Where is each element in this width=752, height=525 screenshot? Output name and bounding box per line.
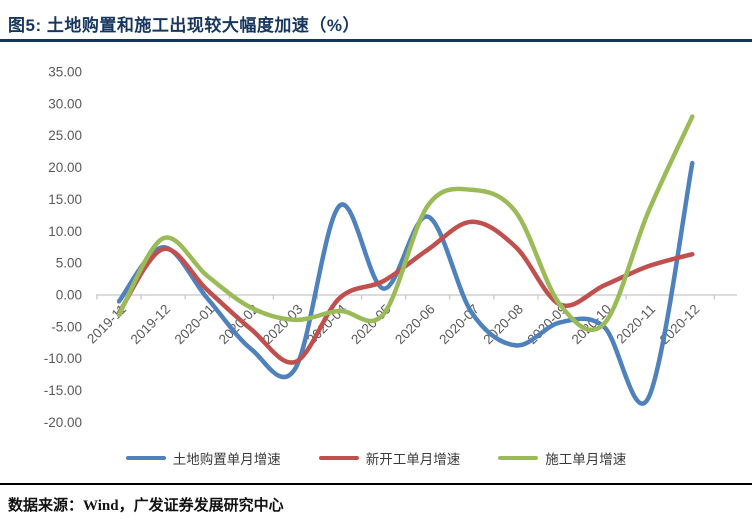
figure-footer: 数据来源：Wind，广发证券发展研究中心 [0,483,752,515]
y-axis-tick-label: 25.00 [48,128,82,143]
y-axis-tick-label: 5.00 [56,256,82,271]
legend-label-construction: 施工单月增速 [545,452,627,467]
series-line-1 [116,219,695,365]
y-axis-tick-label: 20.00 [48,160,82,175]
legend-item-land-purchase: 土地购置单月增速 [125,448,281,468]
x-axis-tick-label: 2020-06 [392,302,438,348]
legend-item-construction: 施工单月增速 [498,448,626,468]
figure-header: 图5: 土地购置和施工出现较大幅度加速（%） [0,0,752,42]
x-axis-tick-label: 2020-07 [436,302,482,348]
legend-item-new-starts: 新开工单月增速 [318,448,461,468]
legend-line-swatch-green-icon [498,455,539,461]
y-axis-tick-label: 30.00 [48,96,82,111]
y-axis-tick-label: -15.00 [44,383,82,398]
data-source-text: 数据来源：Wind，广发证券发展研究中心 [8,498,284,514]
y-axis-tick-label: -20.00 [44,415,82,430]
x-axis-tick-label: 2020-01 [172,302,218,348]
y-axis-tick-label: 10.00 [48,224,82,239]
x-axis-tick-label: 2019-12 [128,302,174,348]
legend-line-swatch-blue-icon [125,455,166,461]
legend-label-land-purchase: 土地购置单月增速 [172,452,281,467]
x-axis-tick-label: 2020-11 [613,302,658,347]
y-axis-tick-label: -10.00 [44,351,82,366]
series-line-0 [116,160,695,406]
legend-line-swatch-red-icon [318,455,359,461]
figure-title: 图5: 土地购置和施工出现较大幅度加速（%） [8,16,360,35]
y-axis-tick-label: 15.00 [48,192,82,207]
series-line-2 [116,114,695,332]
line-chart-canvas: 35.00 30.00 25.00 20.00 15.00 10.00 5.00 0.00 -5… [44,64,737,430]
y-axis-tick-label: -5.00 [51,319,82,334]
x-axis-tick-label: 2020-03 [260,302,306,348]
legend-label-new-starts: 新开工单月增速 [365,452,461,467]
y-axis-tick-label: 35.00 [48,64,82,79]
chart-legend: 土地购置单月增速 新开工单月增速 施工单月增速 [0,446,752,470]
y-axis-tick-label: 0.00 [56,288,82,303]
